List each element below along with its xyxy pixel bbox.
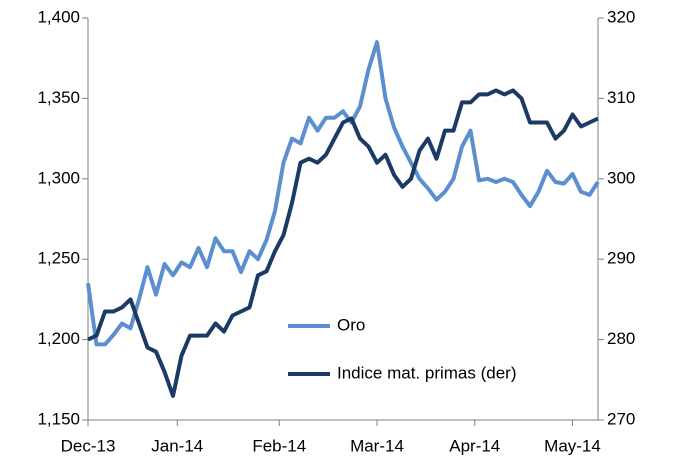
y-tick-label: 1,400 bbox=[37, 7, 80, 26]
y-tick-label: 1,350 bbox=[37, 88, 80, 107]
x-tick-label: Feb-14 bbox=[252, 436, 306, 455]
y-tick-label: 1,250 bbox=[37, 249, 80, 268]
y-tick-label: 1,150 bbox=[37, 409, 80, 428]
x-tick-label: Apr-14 bbox=[449, 436, 500, 455]
series-line bbox=[87, 88, 599, 398]
x-tick-label: May-14 bbox=[544, 436, 601, 455]
y2-tick-label: 270 bbox=[607, 409, 635, 428]
x-tick-label: Dec-13 bbox=[61, 436, 116, 455]
y2-tick-label: 310 bbox=[607, 88, 635, 107]
y-tick-label: 1,200 bbox=[37, 329, 80, 348]
y2-tick-label: 290 bbox=[607, 249, 635, 268]
x-tick-label: Mar-14 bbox=[350, 436, 404, 455]
legend-label: Oro bbox=[337, 315, 365, 334]
y-tick-label: 1,300 bbox=[37, 168, 80, 187]
y2-tick-label: 280 bbox=[607, 329, 635, 348]
x-tick-label: Jan-14 bbox=[151, 436, 203, 455]
series-line bbox=[86, 40, 600, 347]
y2-tick-label: 320 bbox=[607, 7, 635, 26]
legend-label: Indice mat. primas (der) bbox=[337, 363, 517, 382]
y2-tick-label: 300 bbox=[607, 168, 635, 187]
